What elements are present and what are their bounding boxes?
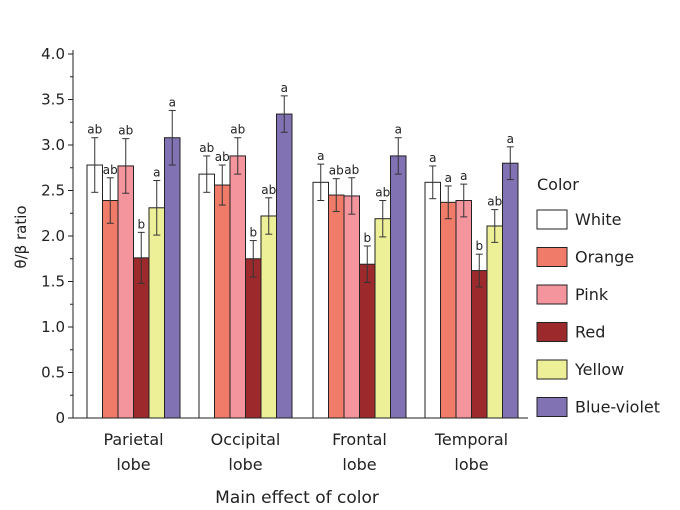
y-tick-label: 2.5	[41, 182, 65, 200]
bar	[486, 225, 503, 419]
significance-label: ab	[215, 150, 230, 164]
bar	[440, 201, 457, 419]
legend-label: Yellow	[574, 360, 624, 379]
bar	[102, 200, 119, 419]
x-tick-label: lobe	[454, 455, 488, 474]
y-tick-label: 3.0	[41, 136, 65, 154]
legend-swatch	[536, 397, 568, 417]
significance-label: b	[249, 226, 257, 240]
significance-label: ab	[344, 163, 359, 177]
legend-swatch	[536, 209, 568, 230]
bar	[198, 173, 215, 419]
y-tick-label: 1.5	[41, 273, 65, 291]
significance-label: ab	[87, 123, 102, 137]
x-tick-label: Frontal	[332, 430, 387, 449]
significance-label: ab	[487, 195, 502, 209]
x-tick-label: Temporal	[434, 430, 508, 449]
bar	[359, 263, 376, 419]
bar	[148, 207, 165, 419]
bar	[245, 258, 262, 419]
x-tick-label: Parietal	[103, 430, 163, 449]
bar	[117, 165, 134, 419]
significance-label: a	[445, 171, 452, 185]
y-axis-title: θ/β ratio	[12, 205, 30, 268]
significance-label: b	[475, 239, 483, 253]
y-tick-label: 3.5	[41, 91, 65, 109]
bar	[502, 162, 519, 419]
legend-label: Pink	[575, 285, 609, 304]
significance-label: ab	[103, 163, 118, 177]
y-tick-label: 0	[55, 409, 65, 427]
bar	[374, 218, 391, 419]
bar	[471, 270, 488, 419]
significance-label: ab	[375, 186, 390, 200]
significance-label: ab	[261, 183, 276, 197]
bar	[86, 164, 103, 419]
legend-swatch	[536, 322, 568, 342]
significance-label: ab	[230, 123, 245, 137]
significance-label: a	[429, 151, 436, 165]
x-tick-label: Occipital	[211, 430, 281, 449]
significance-label: b	[363, 231, 371, 245]
bar	[455, 200, 472, 419]
y-axis: 0 0.5 1.0 1.5 2.0 2.5 3.0 3.5 4.0	[41, 45, 74, 427]
significance-label: a	[395, 123, 402, 137]
legend-swatch	[536, 284, 568, 305]
y-tick-label: 4.0	[41, 45, 65, 63]
bar	[424, 181, 441, 419]
significance-label: a	[153, 165, 160, 179]
legend-label: Orange	[575, 248, 634, 267]
significance-label: a	[460, 169, 467, 183]
significance-label: a	[317, 149, 324, 163]
legend-swatch	[536, 247, 568, 267]
x-tick-label: lobe	[342, 455, 376, 474]
bar	[343, 195, 360, 419]
bar	[164, 137, 181, 419]
y-tick-label: 1.0	[41, 318, 65, 336]
significance-label: ab	[329, 164, 344, 178]
bar	[312, 181, 329, 419]
bar	[276, 113, 293, 419]
significance-label: a	[281, 81, 288, 95]
significance-label: ab	[118, 124, 133, 138]
y-tick-label: 0.5	[41, 364, 65, 382]
legend-label: White	[575, 210, 622, 229]
legend: Color White Orange Pink Red Yellow Blue-violet	[536, 175, 660, 417]
bar	[229, 155, 246, 419]
bar	[328, 194, 345, 419]
x-tick-label: lobe	[228, 455, 262, 474]
x-axis-title: Main effect of color	[215, 488, 379, 508]
y-tick-label: 2.0	[41, 227, 65, 245]
legend-label: Blue-violet	[575, 398, 660, 417]
bar	[214, 184, 231, 419]
bar	[390, 155, 407, 419]
legend-label: Red	[575, 323, 605, 342]
legend-swatch	[536, 359, 568, 380]
significance-label: a	[169, 95, 176, 109]
significance-label: a	[507, 132, 514, 146]
x-tick-label: lobe	[116, 455, 150, 474]
significance-label: b	[137, 217, 145, 231]
significance-label: ab	[199, 141, 214, 155]
bar	[260, 215, 277, 419]
x-axis: Parietal lobe Occipital lobe Frontal lobe Temp…	[73, 417, 528, 474]
legend-title: Color	[537, 175, 579, 194]
